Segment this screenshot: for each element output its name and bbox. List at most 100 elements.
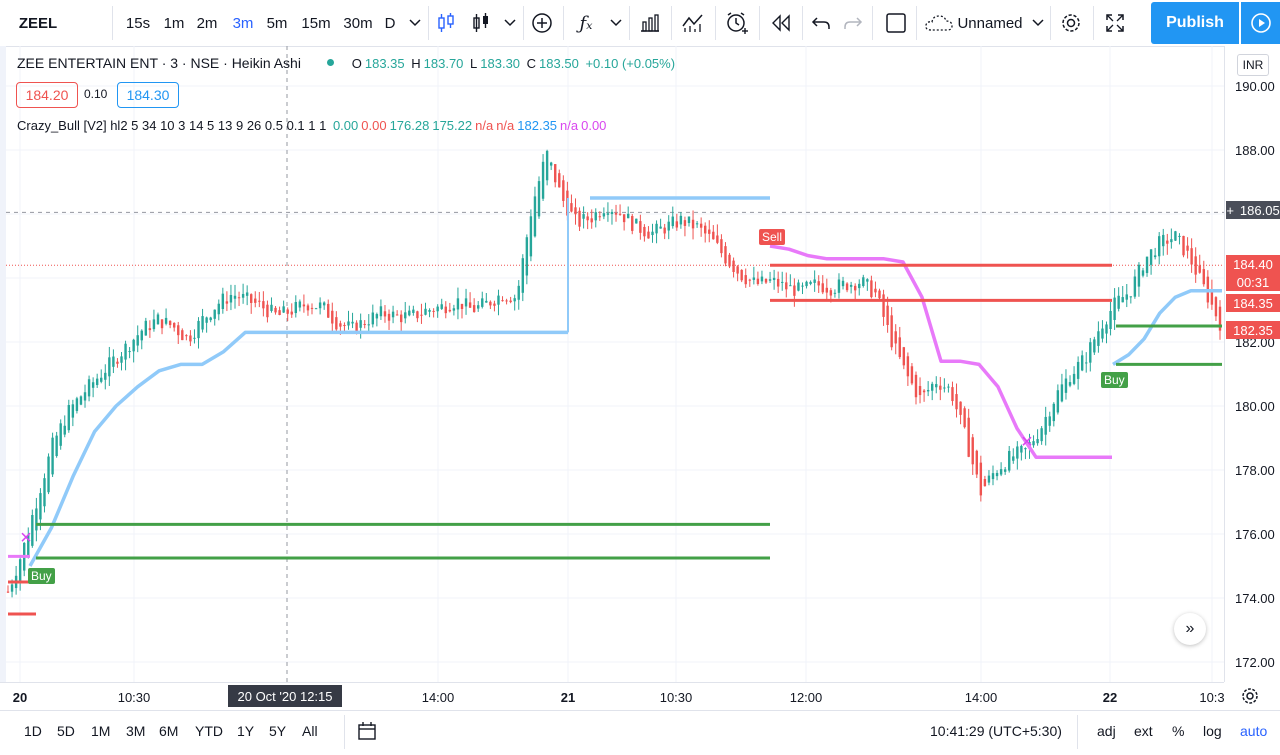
chevron-down-icon[interactable] bbox=[1028, 8, 1048, 38]
legend-title[interactable]: ZEE ENTERTAIN ENT · 3 · NSE · Heikin Ash… bbox=[17, 55, 301, 71]
range-button-3m[interactable]: 3M bbox=[126, 723, 146, 739]
candle-body bbox=[314, 308, 318, 310]
redo-icon[interactable] bbox=[840, 8, 866, 38]
candle-body bbox=[229, 294, 233, 303]
candle-body bbox=[464, 298, 468, 307]
candle-body bbox=[541, 161, 545, 199]
candle-body bbox=[351, 321, 354, 324]
range-button-1d[interactable]: 1D bbox=[24, 723, 42, 739]
interval-1m[interactable]: 1m bbox=[163, 14, 185, 32]
scale-option-auto[interactable]: auto bbox=[1240, 723, 1268, 739]
candle-body bbox=[639, 221, 642, 233]
chevron-down-icon[interactable] bbox=[606, 8, 626, 38]
scale-option-percent[interactable]: % bbox=[1172, 723, 1185, 739]
range-button-5d[interactable]: 5D bbox=[57, 723, 75, 739]
candle-body bbox=[695, 223, 699, 225]
candle-body bbox=[371, 312, 375, 325]
candle-body bbox=[1008, 450, 1011, 471]
range-button-6m[interactable]: 6M bbox=[159, 723, 179, 739]
candle-body bbox=[1048, 416, 1051, 426]
fx-icon[interactable]: ƒₓ bbox=[579, 12, 593, 34]
candle-body bbox=[1133, 276, 1137, 297]
scale-option-adj[interactable]: adj bbox=[1097, 723, 1116, 739]
alert-icon[interactable] bbox=[722, 8, 752, 38]
candle-body bbox=[1121, 297, 1124, 303]
scroll-to-latest-button[interactable]: » bbox=[1174, 613, 1206, 645]
range-button-5y[interactable]: 5Y bbox=[269, 723, 287, 739]
range-button-all[interactable]: All bbox=[302, 723, 318, 739]
candle-body bbox=[286, 309, 289, 314]
plus-icon[interactable]: + bbox=[1226, 202, 1234, 218]
time-axis[interactable]: 20 10:30 14:00 21 10:30 12:00 14:00 22 10:3 20 O… bbox=[0, 682, 1225, 711]
gear-icon[interactable] bbox=[1056, 8, 1086, 38]
bar-chart-icon[interactable] bbox=[468, 8, 494, 38]
price-tag: 182.35 bbox=[1226, 321, 1280, 339]
candle-body bbox=[789, 285, 792, 287]
candle-body bbox=[1060, 384, 1064, 402]
candle-body bbox=[870, 280, 873, 298]
indicator-value: 176.28 bbox=[389, 118, 430, 133]
buy-price-box[interactable]: 184.30 bbox=[117, 82, 179, 108]
range-button-1m[interactable]: 1M bbox=[91, 723, 111, 739]
interval-15s[interactable]: 15s bbox=[125, 14, 151, 32]
calendar-icon[interactable] bbox=[357, 721, 377, 746]
interval-d[interactable]: D bbox=[384, 14, 396, 32]
interval-30m[interactable]: 30m bbox=[343, 14, 373, 32]
candle-body bbox=[1170, 239, 1173, 243]
chart-settings-gear-icon[interactable] bbox=[1240, 686, 1260, 711]
indicator-icon[interactable] bbox=[678, 8, 708, 38]
candle-body bbox=[594, 212, 597, 221]
candle-body bbox=[586, 216, 589, 221]
scale-option-ext[interactable]: ext bbox=[1134, 723, 1153, 739]
candle-body bbox=[1153, 255, 1157, 258]
indicator-values: 0.00 0.00 176.28 175.22 n/a n/a 182.35 n/a 0.00 bbox=[333, 118, 609, 133]
indicator-legend[interactable]: Crazy_Bull [V2] hl2 5 34 10 3 14 5 13 9 … bbox=[17, 118, 612, 133]
price-axis[interactable]: INR 190.00188.00186.00184.00182.00180.00… bbox=[1224, 46, 1280, 682]
price-chart[interactable] bbox=[6, 46, 1224, 682]
time-axis-label: 10:3 bbox=[1199, 690, 1225, 705]
undo-icon[interactable] bbox=[808, 8, 834, 38]
cloud-icon[interactable] bbox=[922, 8, 956, 38]
chart-legend: ZEE ENTERTAIN ENT · 3 · NSE · Heikin Ash… bbox=[17, 55, 678, 71]
layout-name[interactable]: Unnamed bbox=[957, 14, 1023, 32]
chevron-down-icon[interactable] bbox=[404, 8, 426, 38]
candle-body bbox=[221, 293, 225, 309]
candle-body bbox=[1166, 240, 1169, 244]
candle-body bbox=[75, 398, 79, 411]
candle-body bbox=[833, 292, 837, 294]
expand-icon[interactable] bbox=[1100, 8, 1130, 38]
chevron-down-icon[interactable] bbox=[500, 8, 520, 38]
currency-label[interactable]: INR bbox=[1237, 54, 1269, 76]
candle-body bbox=[886, 305, 889, 325]
buy-signal-badge: Buy bbox=[1101, 372, 1128, 388]
candle-body bbox=[635, 218, 638, 224]
candle-body bbox=[456, 298, 460, 310]
sell-price-box[interactable]: 184.20 bbox=[16, 82, 78, 108]
plus-circle-icon[interactable] bbox=[528, 8, 556, 38]
interval-3m[interactable]: 3m bbox=[232, 14, 254, 32]
candles-icon[interactable] bbox=[434, 8, 458, 38]
range-button-1y[interactable]: 1Y bbox=[237, 723, 255, 739]
symbol-search-button[interactable]: ZEEL bbox=[18, 14, 58, 32]
interval-2m[interactable]: 2m bbox=[196, 14, 218, 32]
interval-5m[interactable]: 5m bbox=[266, 14, 288, 32]
candle-body bbox=[935, 384, 938, 388]
compare-icon[interactable] bbox=[636, 8, 664, 38]
interval-15m[interactable]: 15m bbox=[301, 14, 331, 32]
scale-option-log[interactable]: log bbox=[1203, 723, 1222, 739]
fullscreen-box-icon[interactable] bbox=[882, 8, 910, 38]
candle-body bbox=[894, 331, 897, 344]
price-axis-label: 178.00 bbox=[1235, 463, 1275, 478]
clock[interactable]: 10:41:29 (UTC+5:30) bbox=[930, 723, 1062, 739]
candle-body bbox=[302, 304, 306, 307]
chart-pane[interactable] bbox=[6, 46, 1224, 682]
publish-button[interactable]: Publish bbox=[1151, 2, 1239, 44]
replay-icon[interactable] bbox=[766, 8, 796, 38]
candle-body bbox=[618, 213, 622, 215]
range-button-ytd[interactable]: YTD bbox=[195, 723, 223, 739]
candle-body bbox=[460, 303, 464, 310]
play-icon[interactable] bbox=[1241, 2, 1280, 44]
candle-body bbox=[185, 335, 188, 337]
candle-body bbox=[918, 386, 922, 396]
candle-body bbox=[858, 283, 861, 289]
